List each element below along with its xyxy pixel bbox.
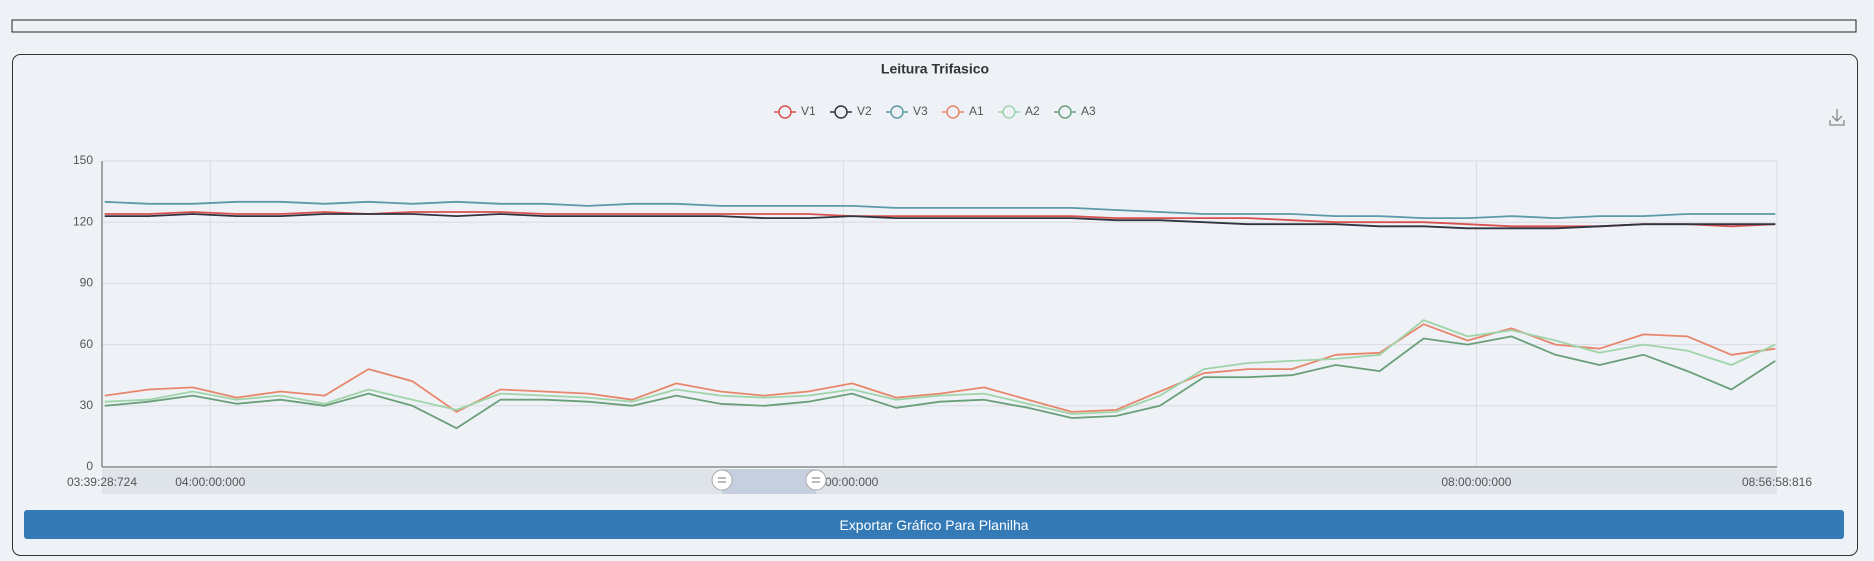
export-button[interactable]: Exportar Gráfico Para Planilha <box>24 510 1844 539</box>
series-line <box>104 200 1776 219</box>
series-line <box>104 335 1776 430</box>
y-tick-label: 0 <box>86 459 93 473</box>
legend-label: V3 <box>913 104 928 118</box>
legend-marker <box>1058 105 1072 119</box>
legend-label: V1 <box>801 104 816 118</box>
y-tick-label: 60 <box>80 337 94 351</box>
series-line <box>104 213 1776 230</box>
legend-marker <box>1002 105 1016 119</box>
legend-item[interactable]: V3 <box>886 104 928 119</box>
y-tick-label: 30 <box>80 398 94 412</box>
legend-label: A3 <box>1081 104 1096 118</box>
zoom-slider <box>102 469 1777 494</box>
download-icon[interactable] <box>1829 109 1845 126</box>
legend-item[interactable]: A1 <box>942 104 984 119</box>
legend-marker <box>946 105 960 119</box>
legend-item[interactable]: A3 <box>1054 104 1096 119</box>
chart-title: Leitura Trifasico <box>881 61 989 77</box>
zoom-handle[interactable] <box>711 469 733 491</box>
x-tick-label: 08:56:58:816 <box>1742 475 1812 489</box>
legend-item[interactable]: A2 <box>998 104 1040 119</box>
zoom-handle-grip <box>812 477 820 483</box>
x-tick-label: 08:00:00:000 <box>1441 475 1511 489</box>
zoom-handle-grip <box>718 477 726 483</box>
y-tick-label: 90 <box>80 276 94 290</box>
legend-marker <box>834 105 848 119</box>
legend-label: A2 <box>1025 104 1040 118</box>
legend-item[interactable]: V2 <box>830 104 872 119</box>
legend-marker <box>890 105 904 119</box>
x-tick-label: 03:39:28:724 <box>67 475 137 489</box>
legend-item[interactable]: V1 <box>774 104 816 119</box>
x-tick-label: 04:00:00:000 <box>175 475 245 489</box>
y-tick-label: 150 <box>73 153 93 167</box>
zoom-selection <box>722 469 816 494</box>
series-line <box>104 319 1776 415</box>
legend-label: V2 <box>857 104 872 118</box>
series-line <box>104 323 1776 413</box>
card <box>12 54 1858 556</box>
legend-label: A1 <box>969 104 984 118</box>
y-tick-label: 120 <box>73 214 93 228</box>
zoom-handle[interactable] <box>805 469 827 491</box>
empty-box <box>11 19 1857 33</box>
legend-marker <box>778 105 792 119</box>
